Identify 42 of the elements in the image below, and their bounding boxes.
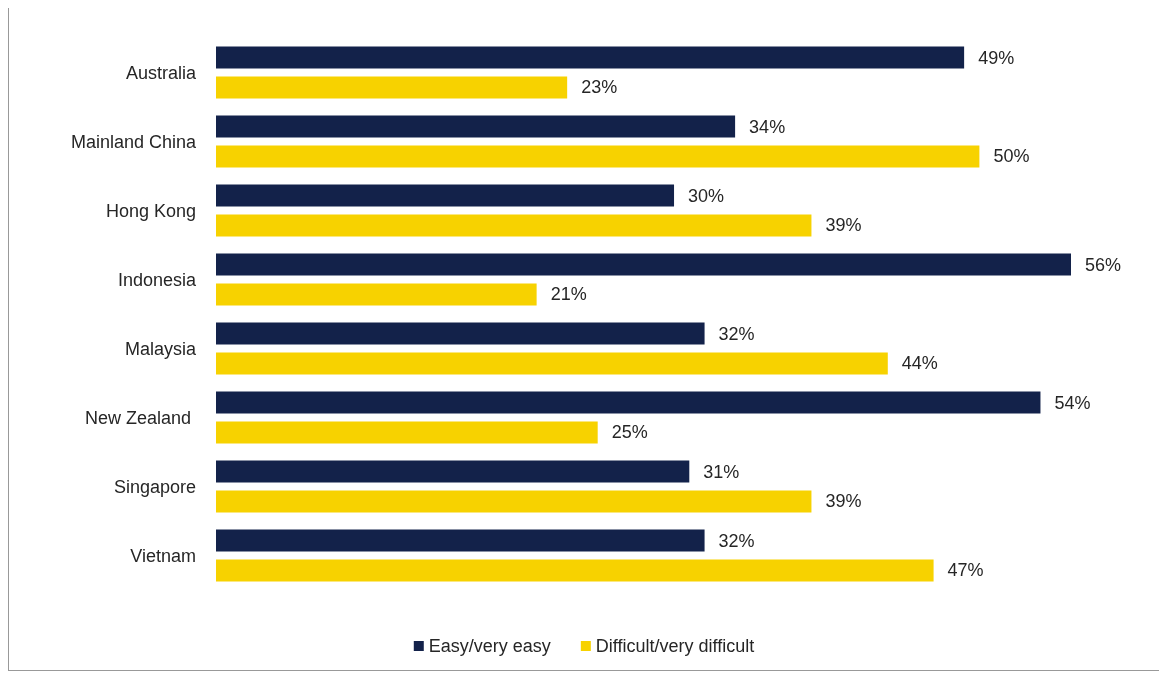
bar xyxy=(216,322,705,345)
bar xyxy=(216,184,675,207)
y-tick-label: Vietnam xyxy=(130,545,196,566)
y-tick-label: New Zealand xyxy=(84,407,196,428)
bar xyxy=(216,352,888,375)
data-label: 49% xyxy=(978,47,1015,68)
bar xyxy=(216,559,934,582)
data-label: 25% xyxy=(611,422,648,443)
bar xyxy=(216,460,690,483)
bar xyxy=(216,46,965,69)
y-tick-label: Malaysia xyxy=(124,338,197,359)
data-label: 32% xyxy=(718,323,755,344)
y-tick-label: Indonesia xyxy=(117,269,197,290)
data-label: 21% xyxy=(550,284,587,305)
data-label: 23% xyxy=(581,77,618,98)
bar xyxy=(216,283,537,306)
data-label: 56% xyxy=(1085,254,1122,275)
data-label: 32% xyxy=(718,530,755,551)
data-label: 30% xyxy=(688,185,725,206)
bar xyxy=(216,391,1041,414)
data-label: 39% xyxy=(825,491,862,512)
y-tick-label: Hong Kong xyxy=(105,200,196,221)
bar xyxy=(216,76,568,99)
bar xyxy=(216,115,736,138)
bar xyxy=(216,145,980,168)
bar xyxy=(216,421,598,444)
y-tick-label: Australia xyxy=(125,62,197,83)
data-label: 47% xyxy=(947,560,984,581)
data-label: 44% xyxy=(901,353,938,374)
data-label: 31% xyxy=(703,461,740,482)
y-tick-label: Singapore xyxy=(113,476,196,497)
bar xyxy=(216,529,705,552)
bar xyxy=(216,253,1071,276)
data-label: 39% xyxy=(825,215,862,236)
y-tick-label: Mainland China xyxy=(70,131,197,152)
bar xyxy=(216,490,812,513)
legend-label: Difficult/very difficult xyxy=(595,636,755,656)
data-label: 50% xyxy=(993,146,1030,167)
legend-label: Easy/very easy xyxy=(428,636,551,656)
bar xyxy=(216,214,812,237)
data-label: 54% xyxy=(1054,392,1091,413)
data-label: 34% xyxy=(749,116,786,137)
